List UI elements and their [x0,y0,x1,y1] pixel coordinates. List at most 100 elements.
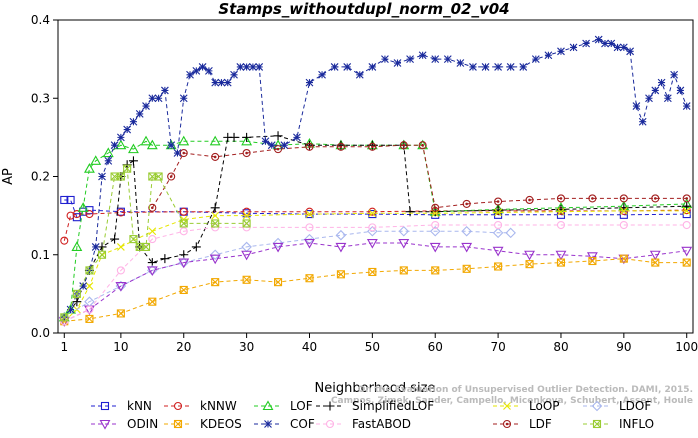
series-ldf [148,141,691,212]
marker [524,250,535,261]
series-line [64,230,511,318]
marker [506,63,515,71]
marker [211,78,220,87]
marker [494,197,503,206]
marker [682,258,691,267]
series-line [63,209,687,241]
marker [469,63,477,71]
marker-detail [116,309,125,318]
marker [116,172,125,181]
x-tick-label: 1 [60,340,68,354]
marker [146,139,158,150]
marker [179,227,188,236]
marker [405,207,415,217]
marker [116,133,125,142]
marker [531,55,540,64]
marker [141,242,151,251]
marker-detail [129,235,138,243]
y-tick-label: 0.3 [31,91,50,105]
marker [148,227,157,236]
marker-detail [276,147,280,151]
marker [148,94,157,103]
marker-detail [465,202,468,206]
legend-label: kNN [127,399,152,413]
legend-label: LOF [290,399,313,413]
marker [85,210,94,219]
marker [492,246,504,257]
marker [60,236,69,245]
marker [330,63,339,71]
watermark-line: On the Evaluation of Unsupervised Outlie… [358,385,693,395]
marker [682,201,692,211]
marker [588,256,597,266]
marker [336,270,345,279]
series-inflo [60,164,251,322]
legend-label: SimplifiedLOF [352,399,434,413]
x-axis-label: Neighborhood size [315,381,436,396]
marker [293,133,301,142]
marker-detail [148,297,157,306]
legend-item-lof: LOF [254,399,313,413]
marker [399,141,408,150]
marker [461,242,473,253]
marker [682,207,691,215]
marker [594,35,603,44]
marker [236,63,245,71]
marker [682,194,691,203]
marker [619,254,628,263]
marker [160,254,170,264]
marker [638,117,647,126]
x-tick-label: 60 [428,340,443,354]
legend-label: LoOP [529,399,560,413]
series-line [63,167,247,318]
marker [91,243,100,251]
legend-label: ODIN [127,417,158,431]
marker [178,135,190,146]
marker [267,141,276,150]
marker-detail [528,198,531,202]
marker [123,125,132,134]
marker [555,250,567,261]
marker [211,219,220,228]
marker [336,142,345,151]
marker [66,195,75,205]
marker [305,223,314,232]
marker-detail [371,145,374,149]
marker [462,199,471,208]
series-cof [60,35,691,322]
marker [85,266,94,275]
marker [229,132,239,142]
marker [223,78,232,87]
marker [418,51,427,60]
marker [649,250,661,261]
marker [305,274,314,283]
marker [305,207,314,216]
marker [242,275,251,284]
legend-item-ldof: LDOF [583,399,651,413]
marker-detail [72,289,81,298]
marker [209,135,221,146]
marker [186,70,194,79]
marker [116,309,125,318]
marker [591,400,603,412]
marker [211,278,220,287]
marker [494,220,503,230]
marker [325,401,335,411]
marker [681,246,693,257]
marker [179,285,188,295]
y-tick-label: 0.2 [31,170,50,184]
marker [381,55,389,64]
marker [242,148,251,158]
y-tick-label: 0.4 [31,13,50,27]
x-tick-label: 90 [616,340,631,354]
marker [355,70,364,79]
marker [123,164,132,173]
marker [154,172,163,181]
series-line [151,144,687,209]
marker-detail [169,175,173,178]
marker [115,139,127,150]
marker [492,227,504,239]
marker [368,223,377,232]
marker [273,278,283,287]
